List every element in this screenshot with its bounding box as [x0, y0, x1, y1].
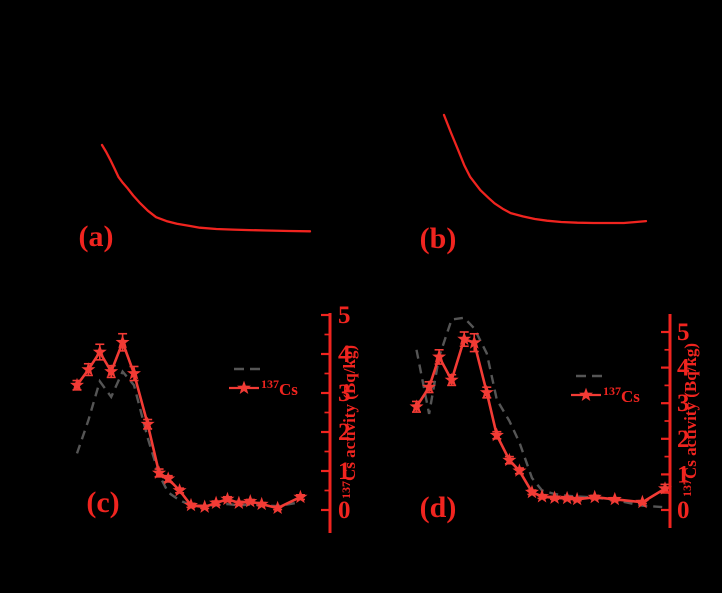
decay-curve-b — [442, 113, 648, 225]
cs137-star-marker — [547, 490, 562, 504]
cs137-star-marker — [92, 344, 107, 358]
y-axis-tick-label: 0 — [338, 497, 351, 524]
y-axis-tick-label: 3 — [677, 390, 690, 417]
legend: 137Cs — [571, 374, 640, 406]
panel-a: (a) — [79, 143, 312, 253]
cs137-star-marker — [560, 490, 575, 505]
cs137-star-marker — [293, 489, 308, 504]
legend-label-137cs: 137Cs — [261, 377, 298, 399]
y-axis-tick-label: 2 — [338, 419, 351, 446]
cs137-star-marker — [432, 349, 447, 363]
cs137-star-marker — [70, 377, 84, 392]
cs137-star-marker — [152, 465, 167, 479]
cs137-star-marker — [243, 494, 258, 508]
cs137-star-marker — [607, 491, 622, 506]
cs137-star-marker — [658, 481, 672, 495]
cs137-star-marker — [444, 372, 459, 386]
cs137-star-marker — [270, 500, 285, 514]
cs137-star-marker — [184, 497, 198, 512]
decay-curve-a — [100, 143, 312, 233]
cs137-star-marker — [140, 416, 155, 431]
panel-label-c: (c) — [86, 486, 119, 519]
legend-star-marker — [237, 380, 251, 394]
cs137-star-marker — [104, 364, 119, 378]
cs137-star-marker — [535, 489, 549, 503]
cs137-star-marker — [81, 362, 96, 376]
dashed-reference-line — [75, 369, 301, 508]
panel-b: (b) — [420, 113, 648, 255]
legend: 137Cs — [229, 367, 298, 399]
cs137-star-marker — [512, 463, 527, 477]
cs137-star-marker — [172, 483, 187, 497]
cs137-star-marker — [220, 491, 235, 506]
y-axis-tick-label: 2 — [677, 426, 690, 453]
cs137-star-marker — [115, 334, 130, 349]
y-axis-tick-label: 5 — [338, 302, 351, 329]
y-axis-tick-label: 5 — [677, 319, 690, 346]
cs137-series-line — [415, 337, 667, 504]
y-axis-tick-label: 3 — [338, 380, 351, 407]
cs137-star-marker — [197, 499, 212, 513]
cs137-star-marker — [524, 484, 539, 499]
cs137-star-marker — [161, 471, 176, 485]
cs137-star-marker — [489, 427, 504, 442]
cs137-star-marker — [570, 491, 585, 506]
cs137-star-marker — [422, 379, 437, 394]
cs137-star-marker — [502, 452, 517, 467]
cs137-star-marker — [467, 335, 482, 349]
cs137-star-marker — [231, 495, 246, 509]
y-axis-title: 137Cs activity (Bq/kg) — [339, 345, 359, 499]
y-axis-title: 137Cs activity (Bq/kg) — [680, 343, 700, 497]
legend-star-marker — [579, 387, 593, 401]
y-axis-tick-label: 4 — [338, 341, 351, 368]
cs137-star-marker — [254, 496, 269, 511]
panel-label-d: (d) — [420, 491, 457, 524]
cs137-star-marker — [479, 385, 494, 399]
y-axis-tick-label: 1 — [338, 458, 351, 485]
cs137-star-marker — [127, 366, 141, 380]
cs137-star-marker — [409, 399, 424, 413]
legend-label-137cs: 137Cs — [603, 384, 640, 406]
cs137-star-marker — [457, 331, 472, 346]
y-axis-tick-label: 4 — [677, 355, 690, 382]
y-axis-tick-label: 1 — [677, 461, 690, 488]
cs137-star-marker — [635, 494, 650, 509]
panel-label-a: (a) — [79, 220, 114, 253]
cs137-star-marker — [587, 489, 602, 504]
cs137-star-marker — [209, 495, 224, 509]
panel-label-b: (b) — [420, 222, 457, 255]
y-axis-tick-label: 0 — [677, 497, 690, 524]
dashed-reference-line — [415, 316, 666, 509]
